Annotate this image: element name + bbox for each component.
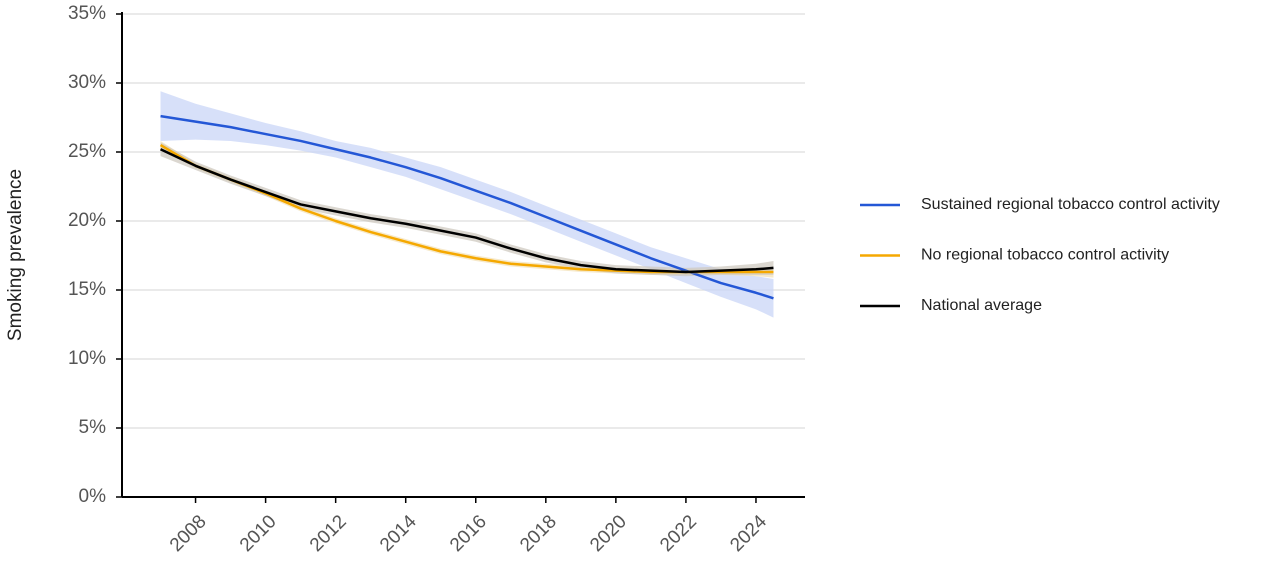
line bbox=[159, 144, 774, 274]
x-tick-label: 2008 bbox=[166, 511, 211, 556]
y-tick-label: 20% bbox=[68, 210, 106, 231]
y-tick-label: 15% bbox=[68, 279, 106, 300]
line bbox=[160, 114, 774, 300]
y-tick-label: 35% bbox=[68, 3, 106, 24]
x-tick-label: 2022 bbox=[656, 511, 701, 556]
legend-label: National average bbox=[921, 297, 1042, 314]
y-axis-label: Smoking prevalence bbox=[5, 169, 26, 341]
confidence-band bbox=[160, 91, 774, 318]
y-tick-label: 30% bbox=[68, 72, 106, 93]
x-tick-label: 2024 bbox=[726, 511, 771, 556]
legend-label: No regional tobacco control activity bbox=[921, 247, 1169, 264]
y-tick-label: 0% bbox=[79, 486, 107, 507]
y-tick-label: 25% bbox=[68, 141, 106, 162]
line bbox=[159, 148, 774, 274]
y-tick-label: 5% bbox=[79, 417, 107, 438]
legend-label: Sustained regional tobacco control activ… bbox=[921, 196, 1220, 213]
x-tick-label: 2010 bbox=[236, 511, 281, 556]
x-tick-label: 2012 bbox=[306, 511, 351, 556]
x-tick-label: 2016 bbox=[446, 511, 491, 556]
x-tick-label: 2020 bbox=[586, 511, 631, 556]
x-tick-label: 2018 bbox=[516, 511, 561, 556]
y-tick-label: 10% bbox=[68, 348, 106, 369]
x-tick-label: 2014 bbox=[376, 511, 421, 556]
